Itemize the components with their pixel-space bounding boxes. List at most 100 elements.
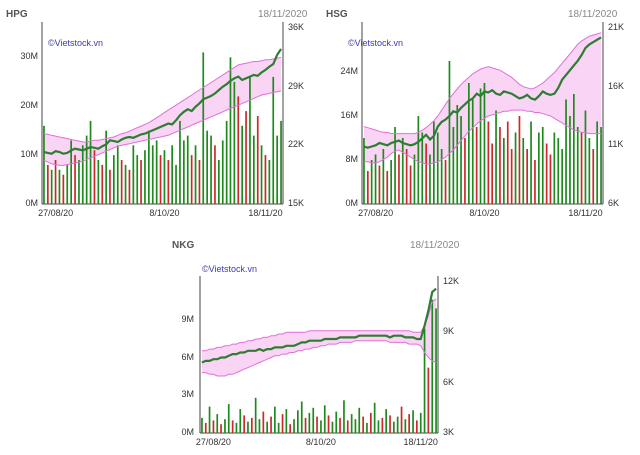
price-volume-chart <box>199 276 439 434</box>
volume-bar <box>93 150 96 204</box>
price-volume-chart <box>361 22 604 205</box>
volume-bar <box>148 130 150 204</box>
price-tick-label: 6K <box>608 198 620 208</box>
date-label: 18/11/2020 <box>410 240 460 251</box>
volume-bar <box>377 420 380 433</box>
price-tick-label: 21K <box>608 22 625 32</box>
price-tick-label: 29K <box>288 80 305 91</box>
volume-bar <box>565 99 567 204</box>
volume-bar <box>247 421 249 433</box>
volume-bar <box>427 367 430 433</box>
band-upper-line <box>363 32 602 135</box>
volume-bar <box>584 110 587 204</box>
volume-bar <box>561 149 563 204</box>
volume-bar <box>70 140 72 204</box>
volume-bar <box>452 127 455 204</box>
volume-bar <box>227 404 230 433</box>
volume-bar <box>518 116 521 204</box>
volume-bar <box>212 420 215 433</box>
volume-bar <box>208 406 211 433</box>
volume-tick-label: 0M <box>345 198 358 208</box>
volume-bar <box>479 88 482 204</box>
volume-bar <box>514 132 517 204</box>
volume-bar <box>431 299 434 433</box>
volume-bar <box>206 130 208 204</box>
volume-bar <box>249 76 251 204</box>
volume-bar <box>366 422 368 433</box>
price-tick-label: 6K <box>443 376 455 387</box>
volume-bar <box>576 127 579 204</box>
volume-bar <box>254 397 257 433</box>
volume-bar <box>573 94 575 204</box>
volume-bar <box>221 140 224 204</box>
volume-bar <box>396 416 399 433</box>
date-tick-label: 27/08/20 <box>195 437 231 447</box>
volume-bar <box>456 105 459 204</box>
volume-bar <box>320 420 322 433</box>
volume-tick-label: 0M <box>181 427 194 437</box>
volume-bar <box>277 422 280 433</box>
volume-tick-label: 24M <box>340 66 358 76</box>
volume-tick-label: 6M <box>181 351 194 362</box>
price-line <box>363 36 602 149</box>
band-upper-line <box>201 298 437 352</box>
price-tick-label: 9K <box>443 326 455 337</box>
volume-bar <box>81 145 84 204</box>
volume-bar <box>260 145 263 204</box>
volume-bar <box>202 52 205 205</box>
volume-tick-label: 8M <box>345 154 358 164</box>
volume-bar <box>495 110 497 204</box>
volume-bar <box>62 174 65 204</box>
volume-bar <box>475 127 478 204</box>
volume-bar <box>155 140 158 204</box>
date-label: 18/11/2020 <box>258 9 308 20</box>
volume-tick-label: 0M <box>25 198 38 208</box>
volume-bar <box>89 120 92 204</box>
volume-bar <box>239 409 242 433</box>
volume-bar <box>58 169 61 204</box>
band-lower-line <box>43 90 282 166</box>
date-tick-label: 8/10/20 <box>305 437 336 447</box>
volume-bar <box>350 414 353 433</box>
volume-bar <box>210 135 212 204</box>
volume-bar <box>413 154 416 204</box>
volume-bar <box>245 111 247 204</box>
volume-bar <box>390 160 392 204</box>
volume-bar <box>373 402 376 433</box>
volume-bar <box>116 145 119 204</box>
date-tick-label: 27/08/20 <box>38 208 74 218</box>
volume-bar <box>105 130 107 204</box>
price-tick-label: 36K <box>288 22 305 32</box>
volume-bar <box>74 155 76 204</box>
date-tick-label: 18/11/20 <box>568 208 603 218</box>
volume-bar <box>491 143 493 204</box>
volume-bar <box>460 116 462 204</box>
volume-bar <box>85 135 88 204</box>
volume-bar <box>381 417 384 433</box>
volume-bar <box>225 120 228 204</box>
volume-bar <box>308 412 311 433</box>
price-tick-label: 11K <box>608 139 624 150</box>
price-tick-label: 22K <box>288 139 305 150</box>
volume-bar <box>335 411 338 433</box>
volume-bar <box>580 132 583 204</box>
volume-tick-label: 9M <box>181 313 194 324</box>
volume-bar <box>224 419 226 433</box>
volume-bar <box>385 409 387 433</box>
volume-bar <box>113 155 115 204</box>
volume-bar <box>159 155 162 204</box>
volume-bar <box>327 415 330 433</box>
volume-bar <box>300 401 303 433</box>
volume-bar <box>297 410 299 433</box>
volume-bar <box>429 154 431 204</box>
volume-bar <box>471 99 474 204</box>
volume-bar <box>276 135 278 204</box>
volume-bar <box>186 135 189 204</box>
volume-bar <box>331 421 334 433</box>
volume-bar <box>370 412 372 433</box>
volume-bar <box>262 411 265 433</box>
volume-bar <box>190 155 193 204</box>
volume-bar <box>144 150 146 204</box>
band-lower-line <box>201 340 437 377</box>
volume-bar <box>534 160 536 204</box>
